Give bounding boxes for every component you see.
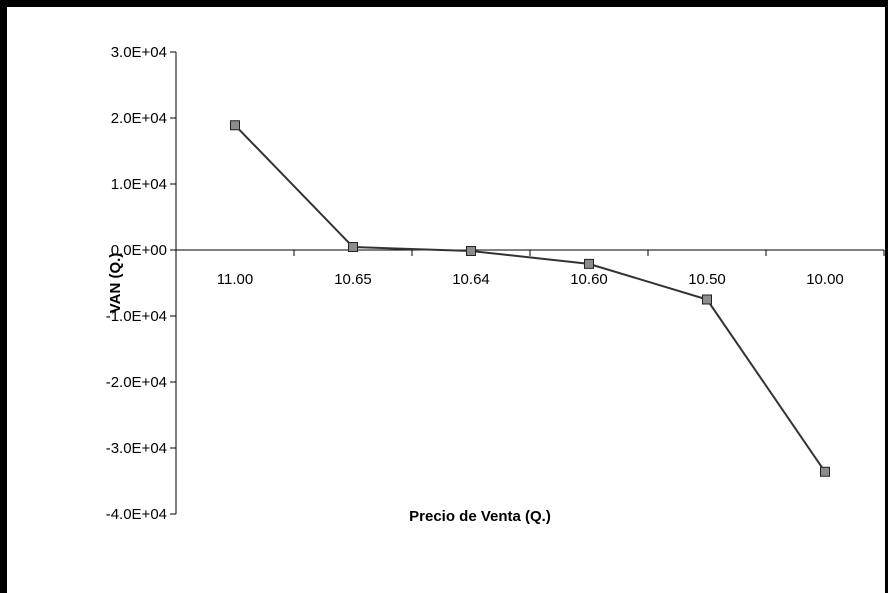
data-point-10-65 bbox=[348, 242, 358, 253]
x-tick-label: 10.50 bbox=[688, 271, 726, 288]
y-tick-label: -3.0E+04 bbox=[106, 440, 167, 457]
series-markers bbox=[230, 120, 830, 477]
y-tick-label: -2.0E+04 bbox=[106, 374, 167, 391]
series-path bbox=[234, 124, 826, 473]
y-tick-label: 1.0E+04 bbox=[111, 176, 167, 193]
y-tick-label: 0.0E+00 bbox=[111, 242, 167, 259]
data-point-10-60 bbox=[584, 258, 594, 269]
y-tick-label: -1.0E+04 bbox=[106, 308, 167, 325]
axes bbox=[170, 51, 885, 515]
x-tick-label: 10.60 bbox=[570, 271, 608, 288]
x-tick-labels: 11.00 10.65 10.64 10.60 10.50 10.00 bbox=[217, 271, 844, 288]
data-point-10-50 bbox=[702, 294, 712, 305]
y-tick-labels: 3.0E+04 2.0E+04 1.0E+04 0.0E+00 -1.0E+04 -2.0… bbox=[106, 44, 167, 523]
x-tick-label: 10.65 bbox=[334, 271, 372, 288]
y-tick-label: 2.0E+04 bbox=[111, 110, 167, 127]
y-tick-label: -4.0E+04 bbox=[106, 506, 167, 523]
data-point-10-00 bbox=[820, 466, 830, 477]
y-tick-label: 3.0E+04 bbox=[111, 44, 167, 61]
x-axis-title: Precio de Venta (Q.) bbox=[409, 508, 551, 525]
x-tick-label: 11.00 bbox=[217, 271, 253, 288]
data-point-10-64 bbox=[466, 245, 476, 256]
data-point-11-00 bbox=[230, 120, 240, 131]
series-line bbox=[234, 124, 826, 473]
x-tick-label: 10.00 bbox=[806, 271, 844, 288]
x-tick-label: 10.64 bbox=[452, 271, 490, 288]
y-axis-title: VAN (Q.) bbox=[107, 253, 124, 314]
